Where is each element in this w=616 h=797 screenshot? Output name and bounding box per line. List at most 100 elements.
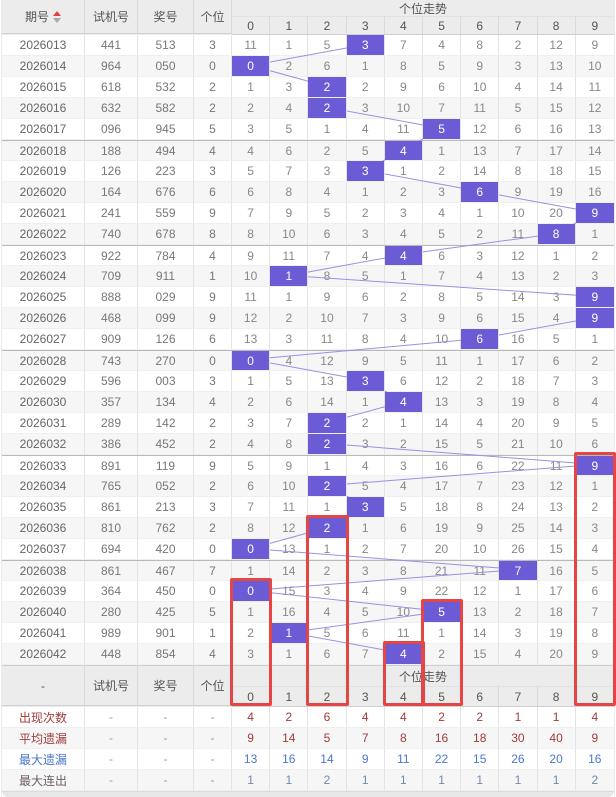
trend-column-header-2: 2 <box>308 16 347 34</box>
trend-miss-cell: 1 <box>270 287 309 308</box>
trend-miss-cell: 7 <box>461 476 500 497</box>
trend-miss-cell: 8 <box>308 266 347 287</box>
summary-value-cell: 1 <box>422 770 462 791</box>
test-number-cell: 740 <box>85 224 138 245</box>
table-row: 2026038 861 467 7 1 14 2 3 8 21 11 7 16 5 <box>2 560 614 581</box>
units-digit-cell: 0 <box>194 581 232 602</box>
test-number-cell: 694 <box>85 539 138 560</box>
trend-miss-cell: 4 <box>308 602 347 623</box>
trend-miss-cell: 6 <box>232 182 271 203</box>
trend-hit-cell: 0 <box>232 581 271 602</box>
trend-hit-cell: 5 <box>422 119 462 140</box>
trend-miss-cell: 8 <box>422 287 462 308</box>
prize-number-cell: 676 <box>138 182 194 203</box>
summary-row: 最大连出 - - -1 1 2 1 1 1 1 1 1 2 <box>2 770 614 791</box>
header-period-label: 期号 <box>24 10 49 24</box>
trend-miss-cell: 15 <box>422 434 462 455</box>
trend-miss-cell: 9 <box>575 35 614 56</box>
summary-value-cell: 2 <box>461 707 500 728</box>
trend-miss-cell: 5 <box>308 623 347 644</box>
trend-miss-cell: 7 <box>346 308 385 329</box>
period-cell: 2026021 <box>2 203 85 224</box>
trend-miss-cell: 3 <box>537 287 576 308</box>
trend-hit-cell: 9 <box>575 456 614 476</box>
period-cell: 2026022 <box>2 224 85 245</box>
trend-miss-cell: 2 <box>346 77 385 98</box>
trend-miss-cell: 5 <box>232 456 271 476</box>
summary-dash: - <box>138 707 194 728</box>
sort-icon[interactable] <box>53 10 61 23</box>
trend-miss-cell: 5 <box>422 224 462 245</box>
test-number-cell: 241 <box>85 203 138 224</box>
trend-miss-cell: 4 <box>575 392 614 413</box>
table-row: 2026032 386 452 2 4 8 2 3 2 15 5 21 10 6 <box>2 434 614 455</box>
trend-miss-cell: 16 <box>270 602 309 623</box>
trend-miss-cell: 5 <box>346 602 385 623</box>
summary-dash: - <box>85 728 138 749</box>
table-row: 2026019 126 223 3 5 7 3 3 1 2 14 8 18 15 <box>2 161 614 182</box>
trend-column-header-0: 0 <box>232 686 271 706</box>
trend-miss-cell: 5 <box>346 476 385 497</box>
period-cell: 2026017 <box>2 119 85 140</box>
trend-miss-cell: 1 <box>308 497 347 518</box>
summary-label: 出现次数 <box>2 707 85 728</box>
period-cell: 2026028 <box>2 351 85 371</box>
trend-miss-cell: 5 <box>270 371 309 392</box>
trend-miss-cell: 5 <box>346 141 385 161</box>
summary-value-cell: 16 <box>422 728 462 749</box>
test-number-cell: 861 <box>85 561 138 581</box>
test-number-cell: 596 <box>85 371 138 392</box>
trend-miss-cell: 3 <box>384 456 423 476</box>
trend-miss-cell: 13 <box>461 141 500 161</box>
table-row: 2026024 709 911 1 10 1 8 5 1 7 4 13 2 3 <box>2 266 614 287</box>
trend-column-header-8: 8 <box>537 686 576 706</box>
header-test-number: 试机号 <box>85 0 138 34</box>
trend-miss-cell: 6 <box>270 141 309 161</box>
summary-value-cell: 4 <box>384 707 423 728</box>
units-digit-cell: 2 <box>194 518 232 539</box>
period-cell: 2026029 <box>2 371 85 392</box>
trend-miss-cell: 8 <box>461 497 500 518</box>
trend-miss-cell: 9 <box>461 56 500 77</box>
test-number-cell: 922 <box>85 246 138 266</box>
prize-number-cell: 494 <box>138 141 194 161</box>
test-number-cell: 188 <box>85 141 138 161</box>
test-number-cell: 280 <box>85 602 138 623</box>
trend-hit-cell: 1 <box>270 623 309 644</box>
trend-miss-cell: 6 <box>270 392 309 413</box>
trend-miss-cell: 22 <box>422 581 462 602</box>
trend-miss-cell: 1 <box>575 224 614 245</box>
units-digit-cell: 5 <box>194 602 232 623</box>
trend-miss-cell: 9 <box>422 308 462 329</box>
trend-miss-cell: 11 <box>308 329 347 350</box>
trend-miss-cell: 2 <box>308 561 347 581</box>
trend-miss-cell: 17 <box>422 476 462 497</box>
repeat-header-prize-number: 奖号 <box>138 666 194 706</box>
trend-miss-cell: 1 <box>422 623 462 644</box>
test-number-cell: 448 <box>85 644 138 665</box>
trend-miss-cell: 18 <box>499 371 538 392</box>
repeat-header-test-number: 试机号 <box>85 666 138 706</box>
period-cell: 2026018 <box>2 141 85 161</box>
prize-number-cell: 911 <box>138 266 194 287</box>
trend-miss-cell: 15 <box>537 98 576 119</box>
trend-miss-cell: 2 <box>575 246 614 266</box>
trend-hit-cell: 7 <box>499 561 538 581</box>
period-cell: 2026024 <box>2 266 85 287</box>
trend-miss-cell: 11 <box>461 561 500 581</box>
summary-dash: - <box>194 749 232 770</box>
summary-dash: - <box>194 728 232 749</box>
trend-miss-cell: 2 <box>461 371 500 392</box>
trend-miss-cell: 16 <box>422 456 462 476</box>
header-period[interactable]: 期号 <box>2 0 85 34</box>
units-digit-cell: 0 <box>194 56 232 77</box>
summary-value-cell: 1 <box>499 707 538 728</box>
trend-miss-cell: 7 <box>232 497 271 518</box>
trend-miss-cell: 15 <box>461 644 500 665</box>
trend-miss-cell: 1 <box>461 203 500 224</box>
test-number-cell: 357 <box>85 392 138 413</box>
trend-miss-cell: 8 <box>270 182 309 203</box>
trend-miss-cell: 2 <box>499 35 538 56</box>
trend-miss-cell: 4 <box>232 434 271 455</box>
